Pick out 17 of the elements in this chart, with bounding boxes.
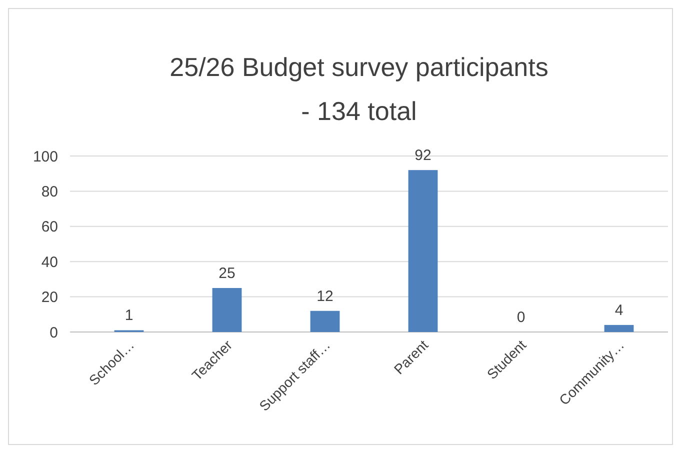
data-label: 0 <box>516 309 526 326</box>
bar <box>310 310 340 332</box>
bar <box>604 324 634 332</box>
y-tick-label: 40 <box>41 254 58 271</box>
bar <box>212 288 242 332</box>
y-tick-label: 0 <box>50 324 58 342</box>
y-tick-label: 60 <box>41 218 58 236</box>
y-tick-label: 80 <box>41 183 58 200</box>
data-label: 92 <box>414 147 432 164</box>
bar <box>408 170 438 332</box>
data-label: 1 <box>124 307 134 324</box>
data-label: 12 <box>316 288 334 305</box>
data-label: 25 <box>218 265 236 282</box>
y-tick-label: 20 <box>41 289 58 306</box>
y-tick-label: 100 <box>32 148 58 166</box>
data-label: 4 <box>614 302 624 319</box>
chart-title: 25/26 Budget survey participants - 134 total <box>170 52 548 126</box>
